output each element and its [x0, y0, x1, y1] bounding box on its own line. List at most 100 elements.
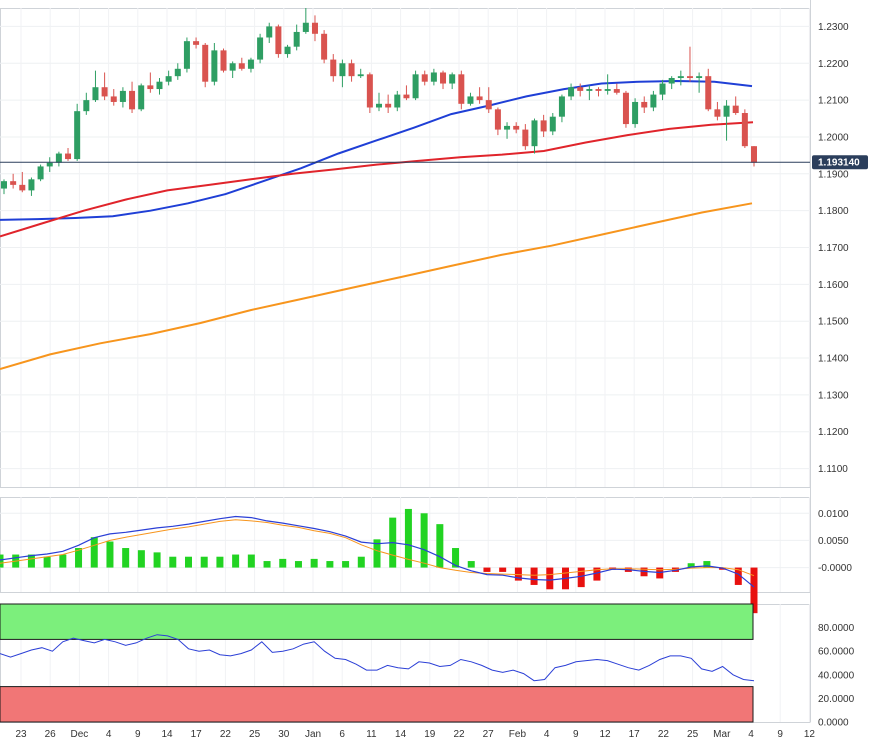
candle-body: [705, 76, 712, 110]
macd-histogram-bar: [420, 513, 428, 568]
rsi-line: [0, 634, 755, 682]
macd-histogram-bar: [499, 567, 507, 572]
macd-histogram-bar: [137, 550, 145, 568]
macd-histogram-bar: [59, 554, 67, 568]
candle-body: [458, 74, 465, 104]
price-tick-label: 1.1900: [818, 169, 849, 180]
time-tick-label: Feb: [509, 729, 527, 740]
time-tick-label: 22: [453, 729, 465, 740]
candle-body: [211, 50, 218, 82]
time-tick-label: 14: [395, 729, 407, 740]
macd-histogram-bar: [279, 558, 287, 568]
candle-body: [165, 76, 172, 82]
rsi-tick-label: 80.0000: [818, 623, 855, 634]
candle-body: [302, 22, 309, 32]
candle-body: [394, 94, 401, 108]
candle-body: [83, 100, 90, 112]
time-tick-label: 11: [366, 729, 377, 740]
candle-body: [257, 37, 264, 60]
macd-histogram-bar: [530, 567, 538, 585]
last-price-tag: [812, 155, 868, 170]
candle-body: [339, 63, 346, 77]
time-tick-label: 9: [135, 729, 141, 740]
time-tick-label: 25: [687, 729, 699, 740]
candle-body: [714, 109, 721, 117]
candle-body: [421, 74, 428, 82]
candle-body: [513, 125, 520, 130]
candle-body: [650, 94, 657, 108]
candle-body: [92, 87, 99, 101]
candle-body: [193, 41, 200, 45]
macd-histogram-bar: [153, 552, 161, 568]
candle-body: [65, 153, 72, 160]
price-tick-label: 1.1100: [818, 464, 848, 475]
candle-body: [321, 33, 328, 60]
time-tick-label: 4: [544, 729, 550, 740]
candle-body: [220, 50, 227, 71]
macd-histogram-bar: [687, 563, 695, 568]
candle-body: [174, 68, 181, 77]
candle-body: [330, 59, 337, 77]
candle-body: [668, 78, 675, 84]
candle-body: [558, 96, 565, 117]
macd-histogram-bar: [483, 567, 491, 572]
price-tick-label: 1.2100: [818, 96, 849, 107]
candle-body: [531, 120, 538, 147]
candle-body: [549, 116, 556, 132]
candle-body: [238, 63, 245, 69]
price-tick-label: 1.1200: [818, 427, 849, 438]
macd-histogram-bar: [452, 548, 460, 568]
candle-body: [568, 87, 575, 97]
candle-body: [494, 109, 501, 130]
candle-body: [28, 179, 35, 191]
time-tick-label: Dec: [71, 729, 89, 740]
candle-body: [138, 85, 145, 110]
macd-line: [0, 515, 755, 588]
candle-body: [613, 89, 620, 93]
macd-histogram-bar: [342, 561, 350, 568]
candle-body: [247, 59, 254, 69]
macd-histogram-bar: [232, 554, 240, 568]
candle-body: [156, 81, 163, 90]
candle-body: [732, 105, 739, 114]
candle-body: [595, 89, 602, 91]
macd-histogram-bar: [247, 554, 255, 568]
macd-histogram-bar: [185, 556, 192, 568]
time-tick-label: 30: [278, 729, 290, 740]
candle-body: [723, 105, 730, 117]
candle-body: [467, 96, 474, 104]
time-tick-label: 17: [191, 729, 203, 740]
candle-body: [348, 63, 355, 77]
macd-histogram-bar: [122, 548, 130, 568]
price-tick-label: 1.1700: [818, 243, 849, 254]
rsi-oversold-zone: [0, 686, 754, 723]
candle-body: [476, 96, 483, 101]
candle-body: [101, 87, 108, 97]
candle-body: [485, 100, 492, 110]
candle-body: [55, 153, 62, 163]
candle-body: [641, 101, 648, 108]
time-tick-label: 22: [220, 729, 232, 740]
macd-histogram-bar: [734, 567, 742, 585]
candle-body: [46, 162, 53, 167]
macd-tick-label: 0.0100: [818, 509, 849, 520]
candle-body: [540, 120, 547, 132]
time-tick-label: 12: [599, 729, 611, 740]
rsi-overbought-zone: [0, 603, 754, 640]
macd-histogram-bar: [90, 537, 98, 568]
candle-body: [1, 181, 7, 189]
candle-body: [449, 74, 456, 84]
time-tick-label: 9: [573, 729, 579, 740]
candle-body: [284, 46, 291, 55]
moving-average-ma_slow: [0, 202, 753, 371]
candle-body: [440, 72, 447, 84]
moving-average-ma_fast: [0, 79, 753, 221]
price-tick-label: 1.2000: [818, 132, 849, 143]
candle-body: [37, 166, 44, 180]
rsi-tick-label: 20.0000: [818, 694, 855, 705]
macd-histogram-bar: [373, 539, 381, 568]
macd-tick-label: 0.0050: [818, 536, 849, 547]
candle-body: [229, 63, 236, 71]
candle-body: [385, 103, 392, 108]
